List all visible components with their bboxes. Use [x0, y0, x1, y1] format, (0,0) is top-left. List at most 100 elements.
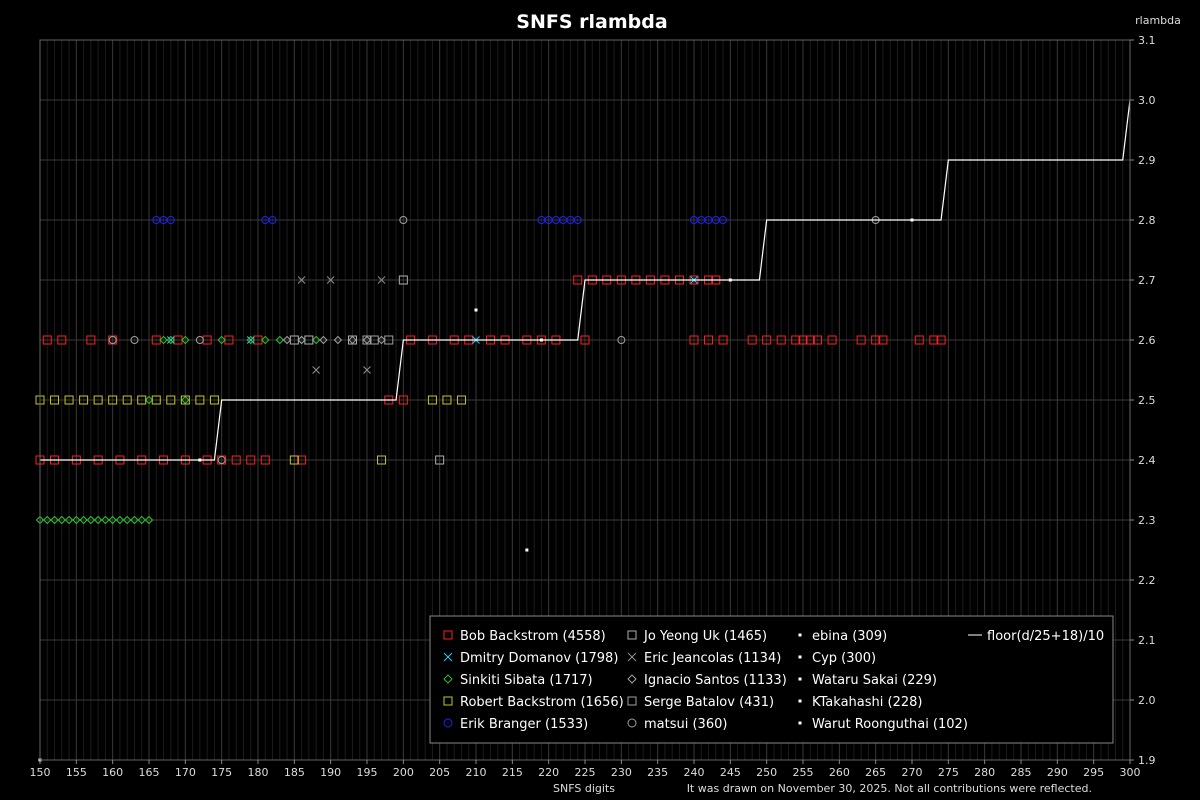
- x-tick-label: 150: [30, 766, 51, 779]
- axes: 150 155 160 165 170 175 180 185 190 195 200 205 210 2…: [30, 34, 1156, 779]
- data-point: [617, 336, 626, 344]
- data-point: [209, 395, 219, 405]
- data-point: [166, 395, 176, 405]
- x-tick-label: 280: [974, 766, 995, 779]
- data-point: [64, 395, 74, 405]
- chart-title: SNFS rlambda: [516, 11, 667, 33]
- data-point: [456, 395, 466, 405]
- data-point: [72, 515, 81, 525]
- data-point: [798, 335, 808, 345]
- data-point: [805, 335, 815, 345]
- data-point: [704, 335, 714, 345]
- data-point: [776, 335, 786, 345]
- x-tick-label: 240: [684, 766, 705, 779]
- data-point: [180, 395, 190, 405]
- x-tick-label: 185: [284, 766, 305, 779]
- legend-marker: [798, 699, 802, 703]
- x-tick-label: 220: [538, 766, 559, 779]
- data-point: [289, 455, 299, 465]
- legend-label: Warut Roonguthai (102): [812, 717, 968, 732]
- data-point: [573, 275, 583, 285]
- data-point: [791, 335, 801, 345]
- x-tick-label: 190: [320, 766, 341, 779]
- data-point: [362, 335, 372, 345]
- data-point: [195, 336, 204, 344]
- data-point: [369, 335, 379, 345]
- data-point: [363, 366, 371, 374]
- data-point: [246, 335, 255, 345]
- legend: Bob Backstrom (4558) Dmitry Domanov (1798…: [429, 615, 1114, 744]
- data-point: [914, 335, 924, 345]
- data-point: [86, 515, 96, 525]
- x-tick-label: 205: [429, 766, 450, 779]
- data-point: [260, 455, 270, 465]
- data-point: [268, 216, 277, 224]
- data-point: [144, 395, 154, 405]
- x-tick-label: 290: [1047, 766, 1068, 779]
- y-tick-label: 2.4: [1138, 454, 1156, 467]
- x-tick-label: 265: [865, 766, 886, 779]
- data-point: [231, 455, 241, 465]
- x-tick-label: 275: [938, 766, 959, 779]
- data-point: [827, 335, 837, 345]
- data-marks: [35, 99, 1131, 762]
- data-point: [936, 335, 946, 345]
- data-point: [108, 395, 118, 405]
- legend-marker: [627, 718, 637, 728]
- y-tick-label: 2.9: [1138, 154, 1156, 167]
- x-tick-label: 210: [466, 766, 487, 779]
- y-tick-label: 2.0: [1138, 694, 1156, 707]
- x-tick-label: 255: [793, 766, 814, 779]
- series-4: [152, 216, 728, 224]
- y-tick-label: 2.1: [1138, 634, 1156, 647]
- data-point: [137, 395, 147, 405]
- data-point: [122, 395, 132, 405]
- legend-label: ebina (309): [812, 629, 887, 644]
- y-axis-label: rlambda: [1135, 14, 1181, 27]
- legend-label: Robert Backstrom (1656): [460, 695, 624, 710]
- series-3: [35, 395, 466, 465]
- data-point: [166, 336, 175, 344]
- data-point: [377, 455, 387, 465]
- data-point: [181, 335, 190, 345]
- data-point: [326, 276, 335, 284]
- data-point: [312, 366, 320, 374]
- legend-marker: [443, 718, 453, 728]
- x-tick-label: 155: [66, 766, 87, 779]
- legend-label: KTakahashi (228): [812, 695, 922, 710]
- x-tick-label: 165: [139, 766, 160, 779]
- x-tick-label: 260: [829, 766, 850, 779]
- data-point: [856, 335, 866, 345]
- data-point: [319, 335, 328, 345]
- y-tick-label: 3.0: [1138, 94, 1156, 107]
- data-point: [813, 335, 823, 345]
- data-point: [79, 395, 89, 405]
- data-point: [474, 308, 478, 312]
- data-point: [64, 515, 74, 525]
- data-point: [42, 335, 52, 345]
- data-point: [246, 336, 255, 344]
- data-point: [573, 216, 582, 224]
- data-point: [57, 335, 67, 345]
- data-point: [108, 515, 117, 525]
- data-point: [719, 216, 728, 224]
- legend-marker: [798, 721, 802, 725]
- data-point: [427, 395, 437, 405]
- data-point: [384, 335, 394, 345]
- y-tick-label: 3.1: [1138, 34, 1156, 47]
- data-point: [144, 515, 154, 525]
- y-tick-label: 2.6: [1138, 334, 1156, 347]
- data-point: [217, 456, 226, 464]
- data-point: [333, 335, 343, 345]
- y-tick-label: 1.9: [1138, 754, 1156, 767]
- x-tick-label: 175: [211, 766, 232, 779]
- legend-marker: [798, 655, 802, 659]
- legend-label: floor(d/25+18)/10: [987, 629, 1104, 644]
- legend-marker: [443, 674, 453, 684]
- legend-label: Wataru Sakai (229): [812, 673, 937, 688]
- y-tick-label: 2.5: [1138, 394, 1156, 407]
- legend-label: Serge Batalov (431): [644, 695, 774, 710]
- data-point: [93, 395, 103, 405]
- legend-label: Sinkiti Sibata (1717): [460, 673, 593, 688]
